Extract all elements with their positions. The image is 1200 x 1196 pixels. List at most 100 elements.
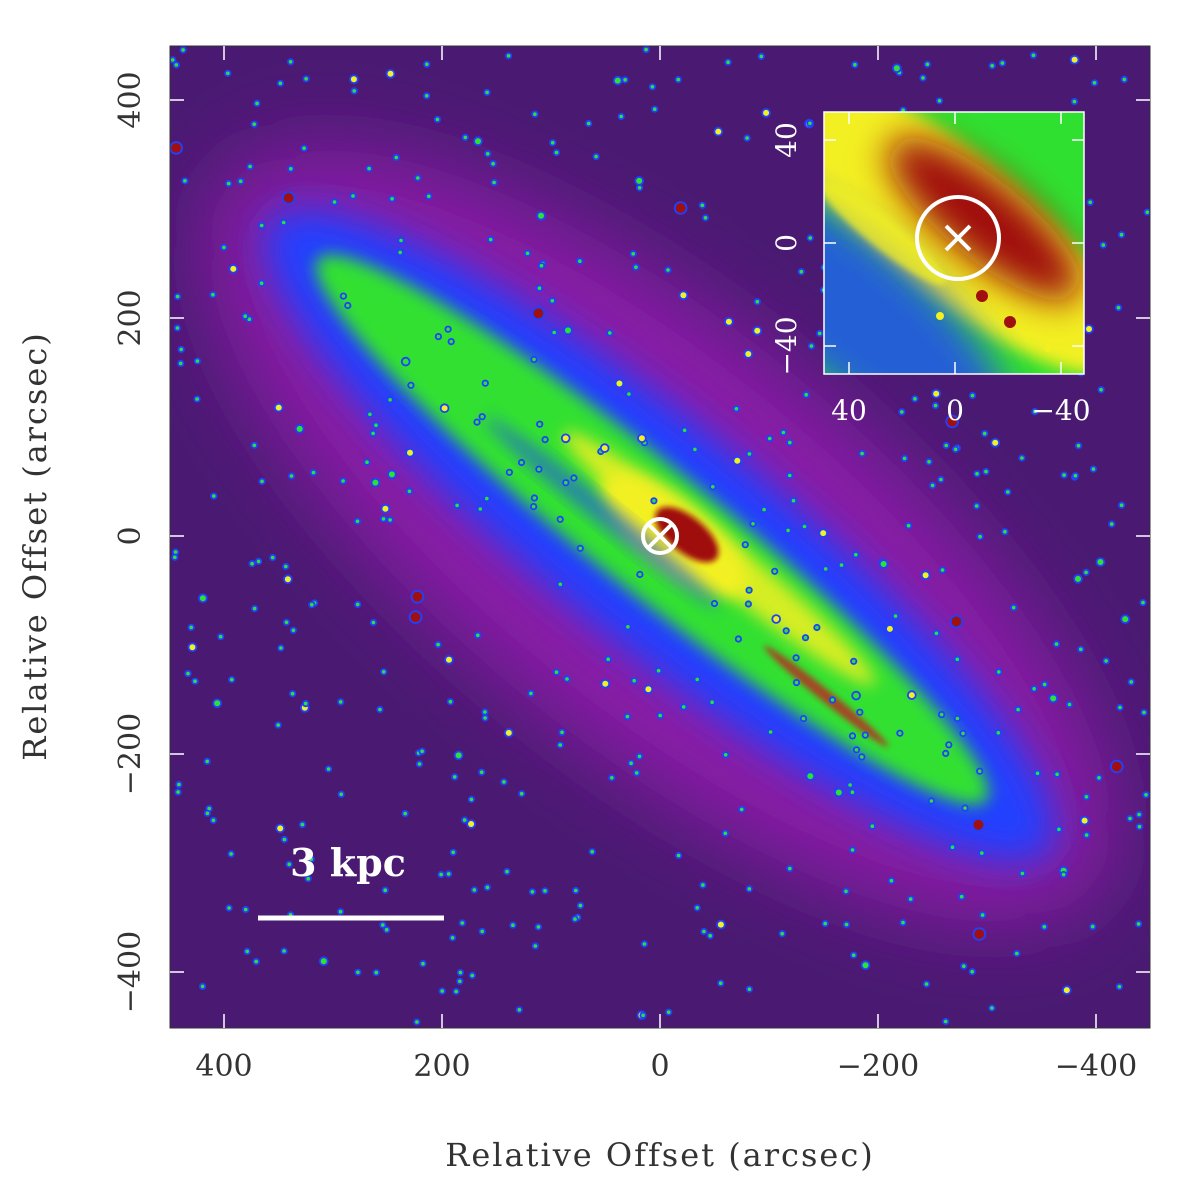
star-core <box>252 443 257 448</box>
star-core <box>245 949 249 954</box>
inset-y-tick-3: −40 <box>770 316 803 375</box>
star-core <box>1137 824 1142 829</box>
star-core <box>311 470 316 475</box>
inset-image <box>824 112 1084 374</box>
star-core <box>472 888 477 892</box>
star-core <box>537 422 542 427</box>
star-core <box>638 572 642 577</box>
star-core <box>1031 53 1036 58</box>
inset-x-tick-3: −40 <box>1031 394 1090 427</box>
star-core <box>222 245 226 250</box>
star-core <box>973 819 984 830</box>
star-core <box>940 568 945 572</box>
star-core <box>436 642 440 647</box>
star-core <box>1033 409 1037 414</box>
star-core <box>458 979 462 984</box>
star-core <box>943 1019 948 1024</box>
star-core <box>734 407 739 411</box>
star-core <box>820 530 827 537</box>
star-core <box>378 707 382 712</box>
star-core <box>195 397 199 401</box>
star-core <box>975 472 979 476</box>
inset-y-tick-2: 0 <box>770 234 803 252</box>
star-core <box>554 670 559 674</box>
star-core <box>407 449 413 456</box>
star-core <box>616 380 623 387</box>
star-core <box>961 731 965 736</box>
star-core <box>943 751 948 756</box>
star-core <box>652 107 657 111</box>
star-core <box>1144 793 1148 797</box>
star-core <box>889 878 894 883</box>
star-core <box>288 60 293 64</box>
star-core <box>860 451 864 456</box>
star-core <box>900 410 904 414</box>
star-core <box>980 913 985 917</box>
star-core <box>901 920 905 925</box>
star-core <box>717 921 724 928</box>
star-core <box>933 403 938 408</box>
star-core <box>485 90 489 95</box>
star-core <box>715 128 722 135</box>
star-core <box>844 889 848 894</box>
star-core <box>355 602 360 607</box>
star-core <box>538 212 544 219</box>
star-core <box>238 179 243 184</box>
star-core <box>565 677 569 681</box>
star-core <box>693 447 697 452</box>
star-core <box>488 237 493 242</box>
star-core <box>1092 81 1097 85</box>
star-core <box>183 179 187 183</box>
star-core <box>637 186 642 190</box>
y-tick-label: 400 <box>113 71 148 128</box>
star-core <box>199 595 206 602</box>
star-core <box>390 197 394 201</box>
star-core <box>808 236 812 240</box>
star-core <box>290 691 295 696</box>
galaxy-arm-red <box>763 645 889 747</box>
star-core <box>1116 305 1121 310</box>
star-core <box>186 671 190 676</box>
star-core <box>681 705 686 709</box>
star-core <box>606 657 610 661</box>
star-core <box>371 431 375 436</box>
star-core <box>850 848 855 852</box>
star-core <box>1145 210 1150 214</box>
star-core <box>644 47 648 52</box>
star-core <box>959 894 964 899</box>
star-core <box>712 601 717 606</box>
star-core <box>1076 443 1081 448</box>
star-core <box>303 701 308 706</box>
star-core <box>710 700 714 704</box>
star-core <box>554 150 559 155</box>
star-core <box>772 569 777 574</box>
star-core <box>708 934 712 938</box>
star-core <box>310 602 314 607</box>
star-core <box>332 200 337 204</box>
y-tick-label: −200 <box>113 713 148 795</box>
star-core <box>608 331 612 335</box>
star-core <box>1075 575 1081 582</box>
star-core <box>383 888 388 892</box>
star-core <box>427 194 431 199</box>
star-core <box>780 931 784 936</box>
star-core <box>913 397 917 401</box>
star-core <box>854 748 859 752</box>
x-tick-label: 400 <box>195 1049 252 1084</box>
star-core <box>947 416 958 427</box>
star-core <box>248 164 252 169</box>
star-core <box>205 759 209 764</box>
star-core <box>626 625 630 629</box>
star-core <box>284 576 291 583</box>
star-core <box>1054 642 1059 646</box>
star-core <box>804 392 808 397</box>
star-core <box>462 818 467 822</box>
star-core <box>480 929 485 934</box>
x-tick-label: 200 <box>413 1049 470 1084</box>
star-core <box>902 456 907 461</box>
star-core <box>977 769 982 773</box>
star-core <box>281 220 286 225</box>
star-core <box>284 620 289 625</box>
star-core <box>924 982 929 986</box>
star-core <box>282 837 287 842</box>
